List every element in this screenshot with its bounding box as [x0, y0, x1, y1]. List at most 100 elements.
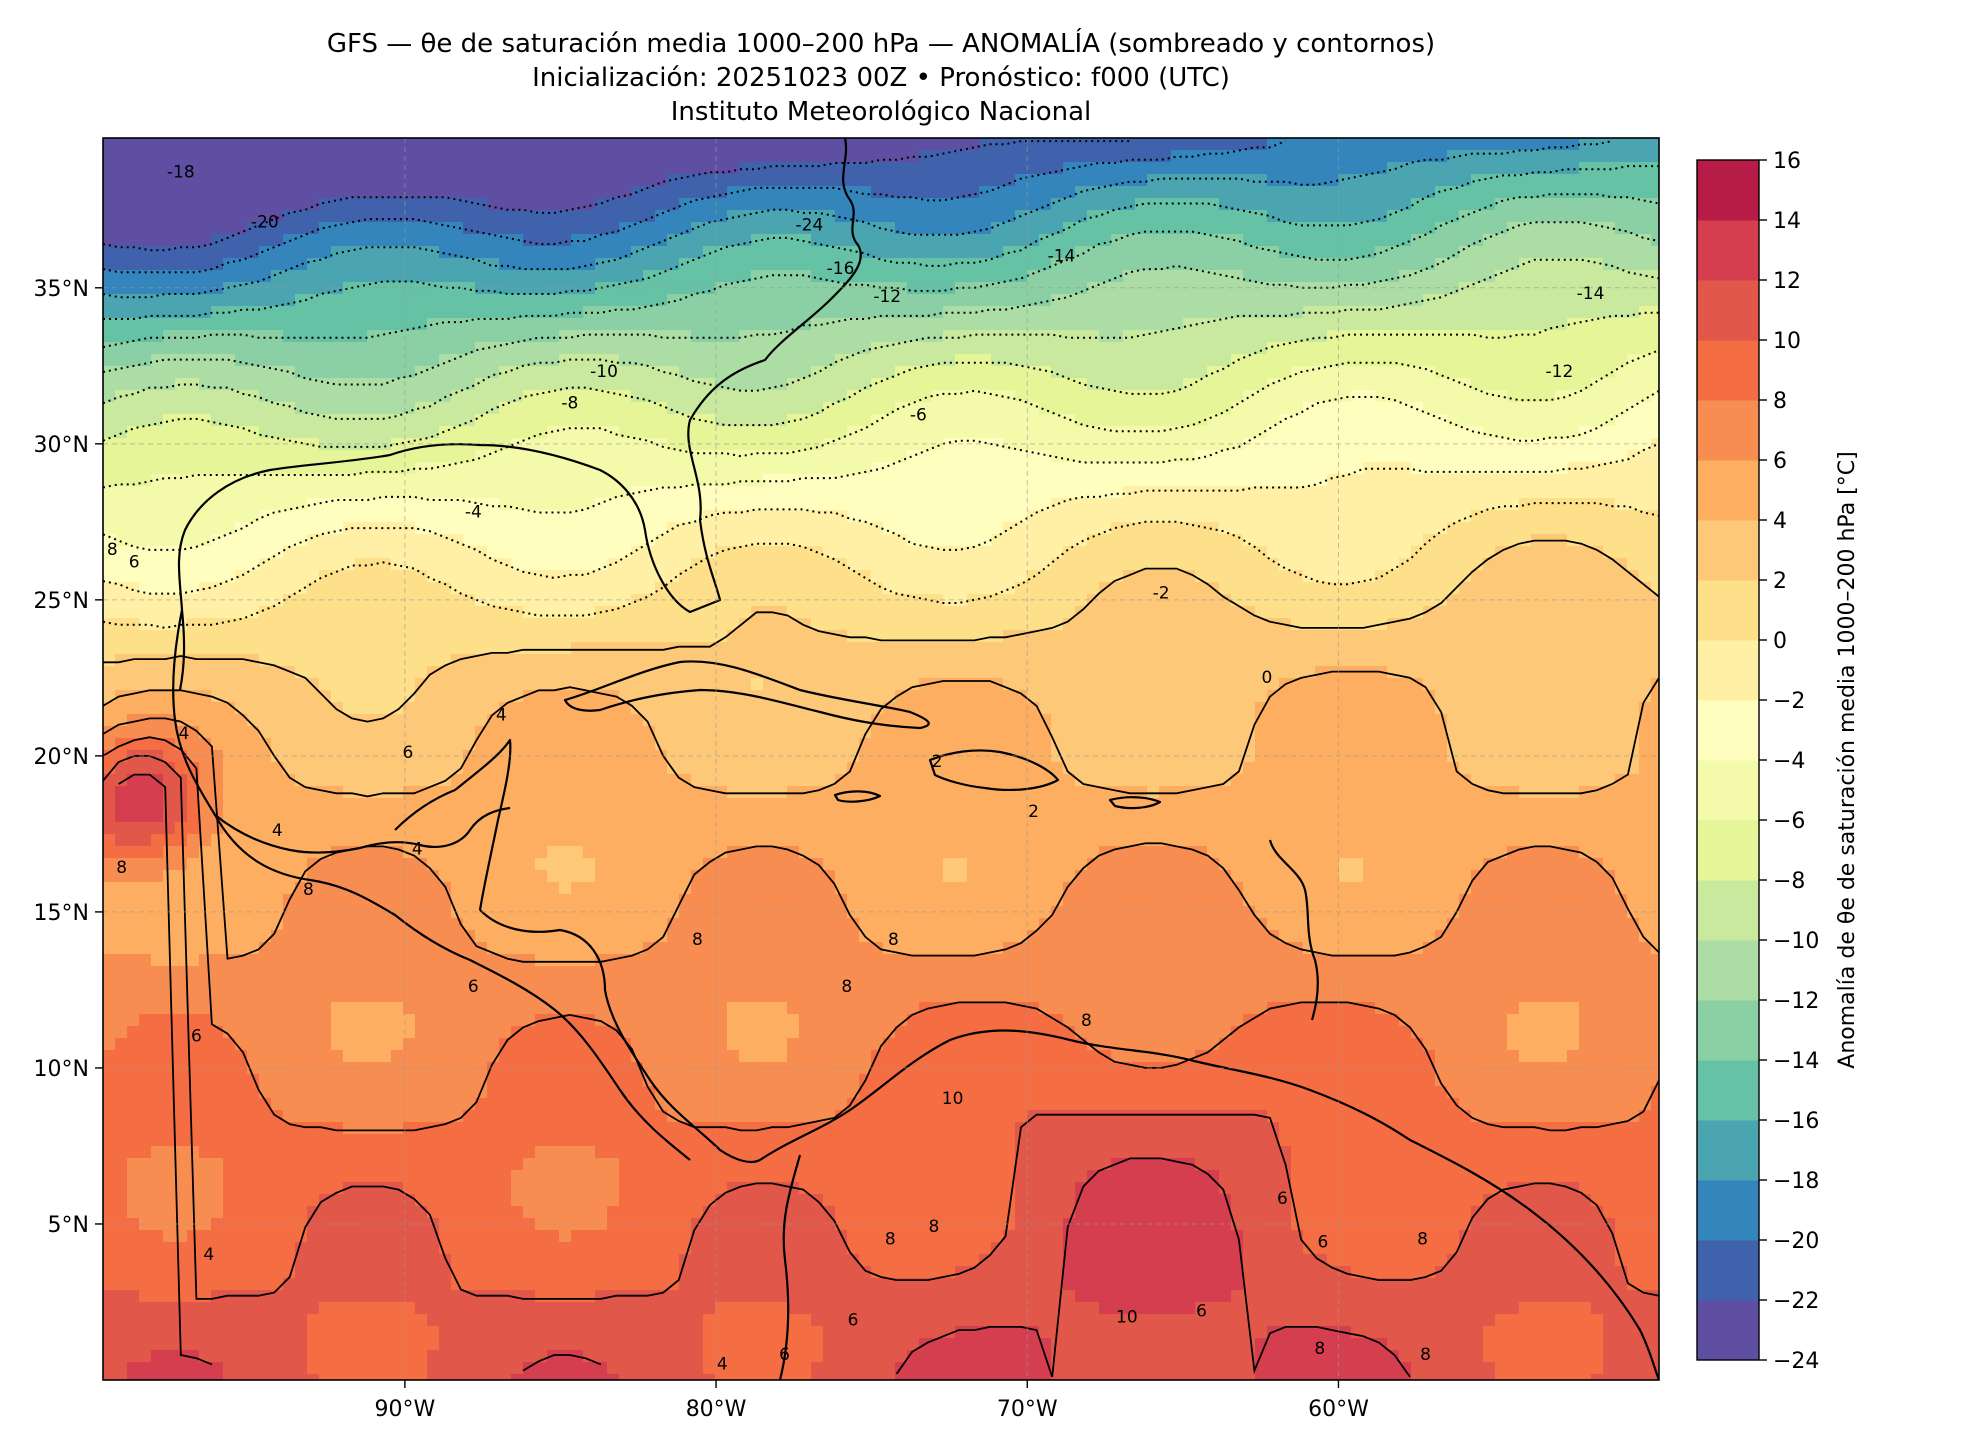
contour-label: 6	[403, 743, 414, 763]
contour-label: 8	[888, 930, 899, 950]
contour-label: 8	[841, 977, 852, 997]
colorbar-ticks: 16 14 12 10 8 6 4 2 0 −2 −4 −6 −8 −10 −12 −14 −16 −18 −20 −…	[1759, 149, 1819, 1374]
colorbar-band	[1697, 1240, 1759, 1301]
contour-label: 8	[1420, 1345, 1431, 1365]
colorbar-tick-label: 6	[1773, 449, 1787, 474]
contour-label: 6	[468, 977, 479, 997]
lon-tick-label: 90°W	[374, 1397, 435, 1422]
coastline-south-america	[759, 1029, 1659, 1380]
contour-label: 6	[779, 1345, 790, 1365]
colorbar-tick-label: −12	[1773, 989, 1819, 1014]
colorbar-tick-label: 2	[1773, 569, 1787, 594]
contour-label: 4	[717, 1354, 728, 1374]
colorbar-band	[1697, 760, 1759, 821]
colorbar-band	[1697, 700, 1759, 761]
contour-label: 4	[496, 705, 507, 725]
colorbar-band	[1697, 460, 1759, 521]
colorbar-band	[1697, 640, 1759, 701]
colorbar-tick-label: −6	[1773, 809, 1805, 834]
colorbar-tick-label: 12	[1773, 269, 1801, 294]
contour-label: 8	[303, 880, 314, 900]
gridlines	[103, 138, 1659, 1380]
contour-label: 10	[1116, 1308, 1138, 1328]
colorbar-band	[1697, 880, 1759, 941]
contour-label: 4	[203, 1245, 214, 1265]
map-border	[102, 137, 1660, 1381]
colorbar-tick-label: −10	[1773, 929, 1819, 954]
map-title: GFS — θe de saturación media 1000–200 hP…	[326, 29, 1436, 59]
coastline-hispaniola	[928, 749, 1060, 792]
contour-label: -4	[465, 502, 482, 522]
contour-line	[895, 1157, 1411, 1378]
contour-label: 8	[116, 858, 127, 878]
colorbar-tick-label: −8	[1773, 869, 1805, 894]
contour-label: -20	[251, 212, 279, 232]
colorbar-band	[1697, 160, 1759, 221]
shaded-bands	[103, 138, 1659, 1380]
colorbar-band	[1697, 1060, 1759, 1121]
map-subtitle-init: Inicialización: 20251023 00Z • Pronóstic…	[532, 63, 1230, 93]
contour-label: 8	[1081, 1011, 1092, 1031]
contour-label: 4	[178, 724, 189, 744]
lat-tick-label: 10°N	[34, 1057, 89, 1082]
lat-tick-label: 35°N	[34, 277, 89, 302]
contour-label: -12	[873, 287, 901, 307]
contour-label: 8	[885, 1230, 896, 1250]
coastline-central-america	[479, 909, 761, 1164]
contour-label: -6	[910, 406, 927, 426]
contour-label: 4	[412, 839, 423, 859]
contour-line	[103, 311, 1659, 448]
contour-label: -10	[590, 362, 618, 382]
colorbar-tick-label: −18	[1773, 1169, 1819, 1194]
coastline-cuba	[563, 660, 930, 730]
contour-label: -16	[827, 259, 855, 279]
contour-label: 0	[1261, 668, 1272, 688]
contour-label: 8	[1314, 1339, 1325, 1359]
colorbar-tick-label: −16	[1773, 1109, 1819, 1134]
contour-label: 10	[942, 1089, 964, 1109]
lat-tick-label: 20°N	[34, 745, 89, 770]
contour-line	[118, 773, 213, 1366]
colorbar-band	[1697, 280, 1759, 341]
lat-tick-label: 30°N	[34, 433, 89, 458]
colorbar-tick-label: 4	[1773, 509, 1787, 534]
colorbar-tick-label: −20	[1773, 1229, 1819, 1254]
colorbar-tick-label: −2	[1773, 689, 1805, 714]
coastline-central-america-pacific	[214, 814, 691, 1161]
coastlines	[172, 138, 1659, 1380]
coastline-lesser-antilles	[1268, 839, 1319, 1021]
colorbar-bands	[1697, 160, 1759, 1361]
lat-tick-label: 25°N	[34, 589, 89, 614]
colorbar-tick-label: 10	[1773, 329, 1801, 354]
contour-label: 6	[1196, 1301, 1207, 1321]
coastline-north-america	[177, 138, 862, 691]
colorbar-tick-label: −4	[1773, 749, 1805, 774]
colorbar-tick-label: −14	[1773, 1049, 1819, 1074]
colorbar-band	[1697, 400, 1759, 461]
contour-label: 6	[1277, 1189, 1288, 1209]
contour-line	[103, 258, 1659, 420]
colorbar-band	[1697, 520, 1759, 581]
contour-label: 6	[191, 1027, 202, 1047]
contour-label: 6	[129, 552, 140, 572]
contour-label: 2	[932, 752, 943, 772]
contour-line	[103, 670, 1659, 798]
contour-label: 8	[928, 1217, 939, 1237]
contour-line	[103, 221, 1659, 386]
contour-label: -14	[1577, 284, 1605, 304]
contour-line	[103, 140, 1613, 299]
colorbar-band	[1697, 220, 1759, 281]
contour-label: -8	[561, 393, 578, 413]
colorbar-tick-label: 0	[1773, 629, 1787, 654]
contour-label: 8	[1417, 1230, 1428, 1250]
lon-tick-label: 80°W	[686, 1397, 747, 1422]
coastline-puerto-rico	[1108, 796, 1162, 810]
contour-label: -14	[1048, 247, 1076, 267]
contour-line	[103, 389, 1659, 551]
lat-tick-label: 15°N	[34, 901, 89, 926]
colorbar-band	[1697, 1300, 1759, 1361]
contour-label: -24	[796, 215, 824, 235]
